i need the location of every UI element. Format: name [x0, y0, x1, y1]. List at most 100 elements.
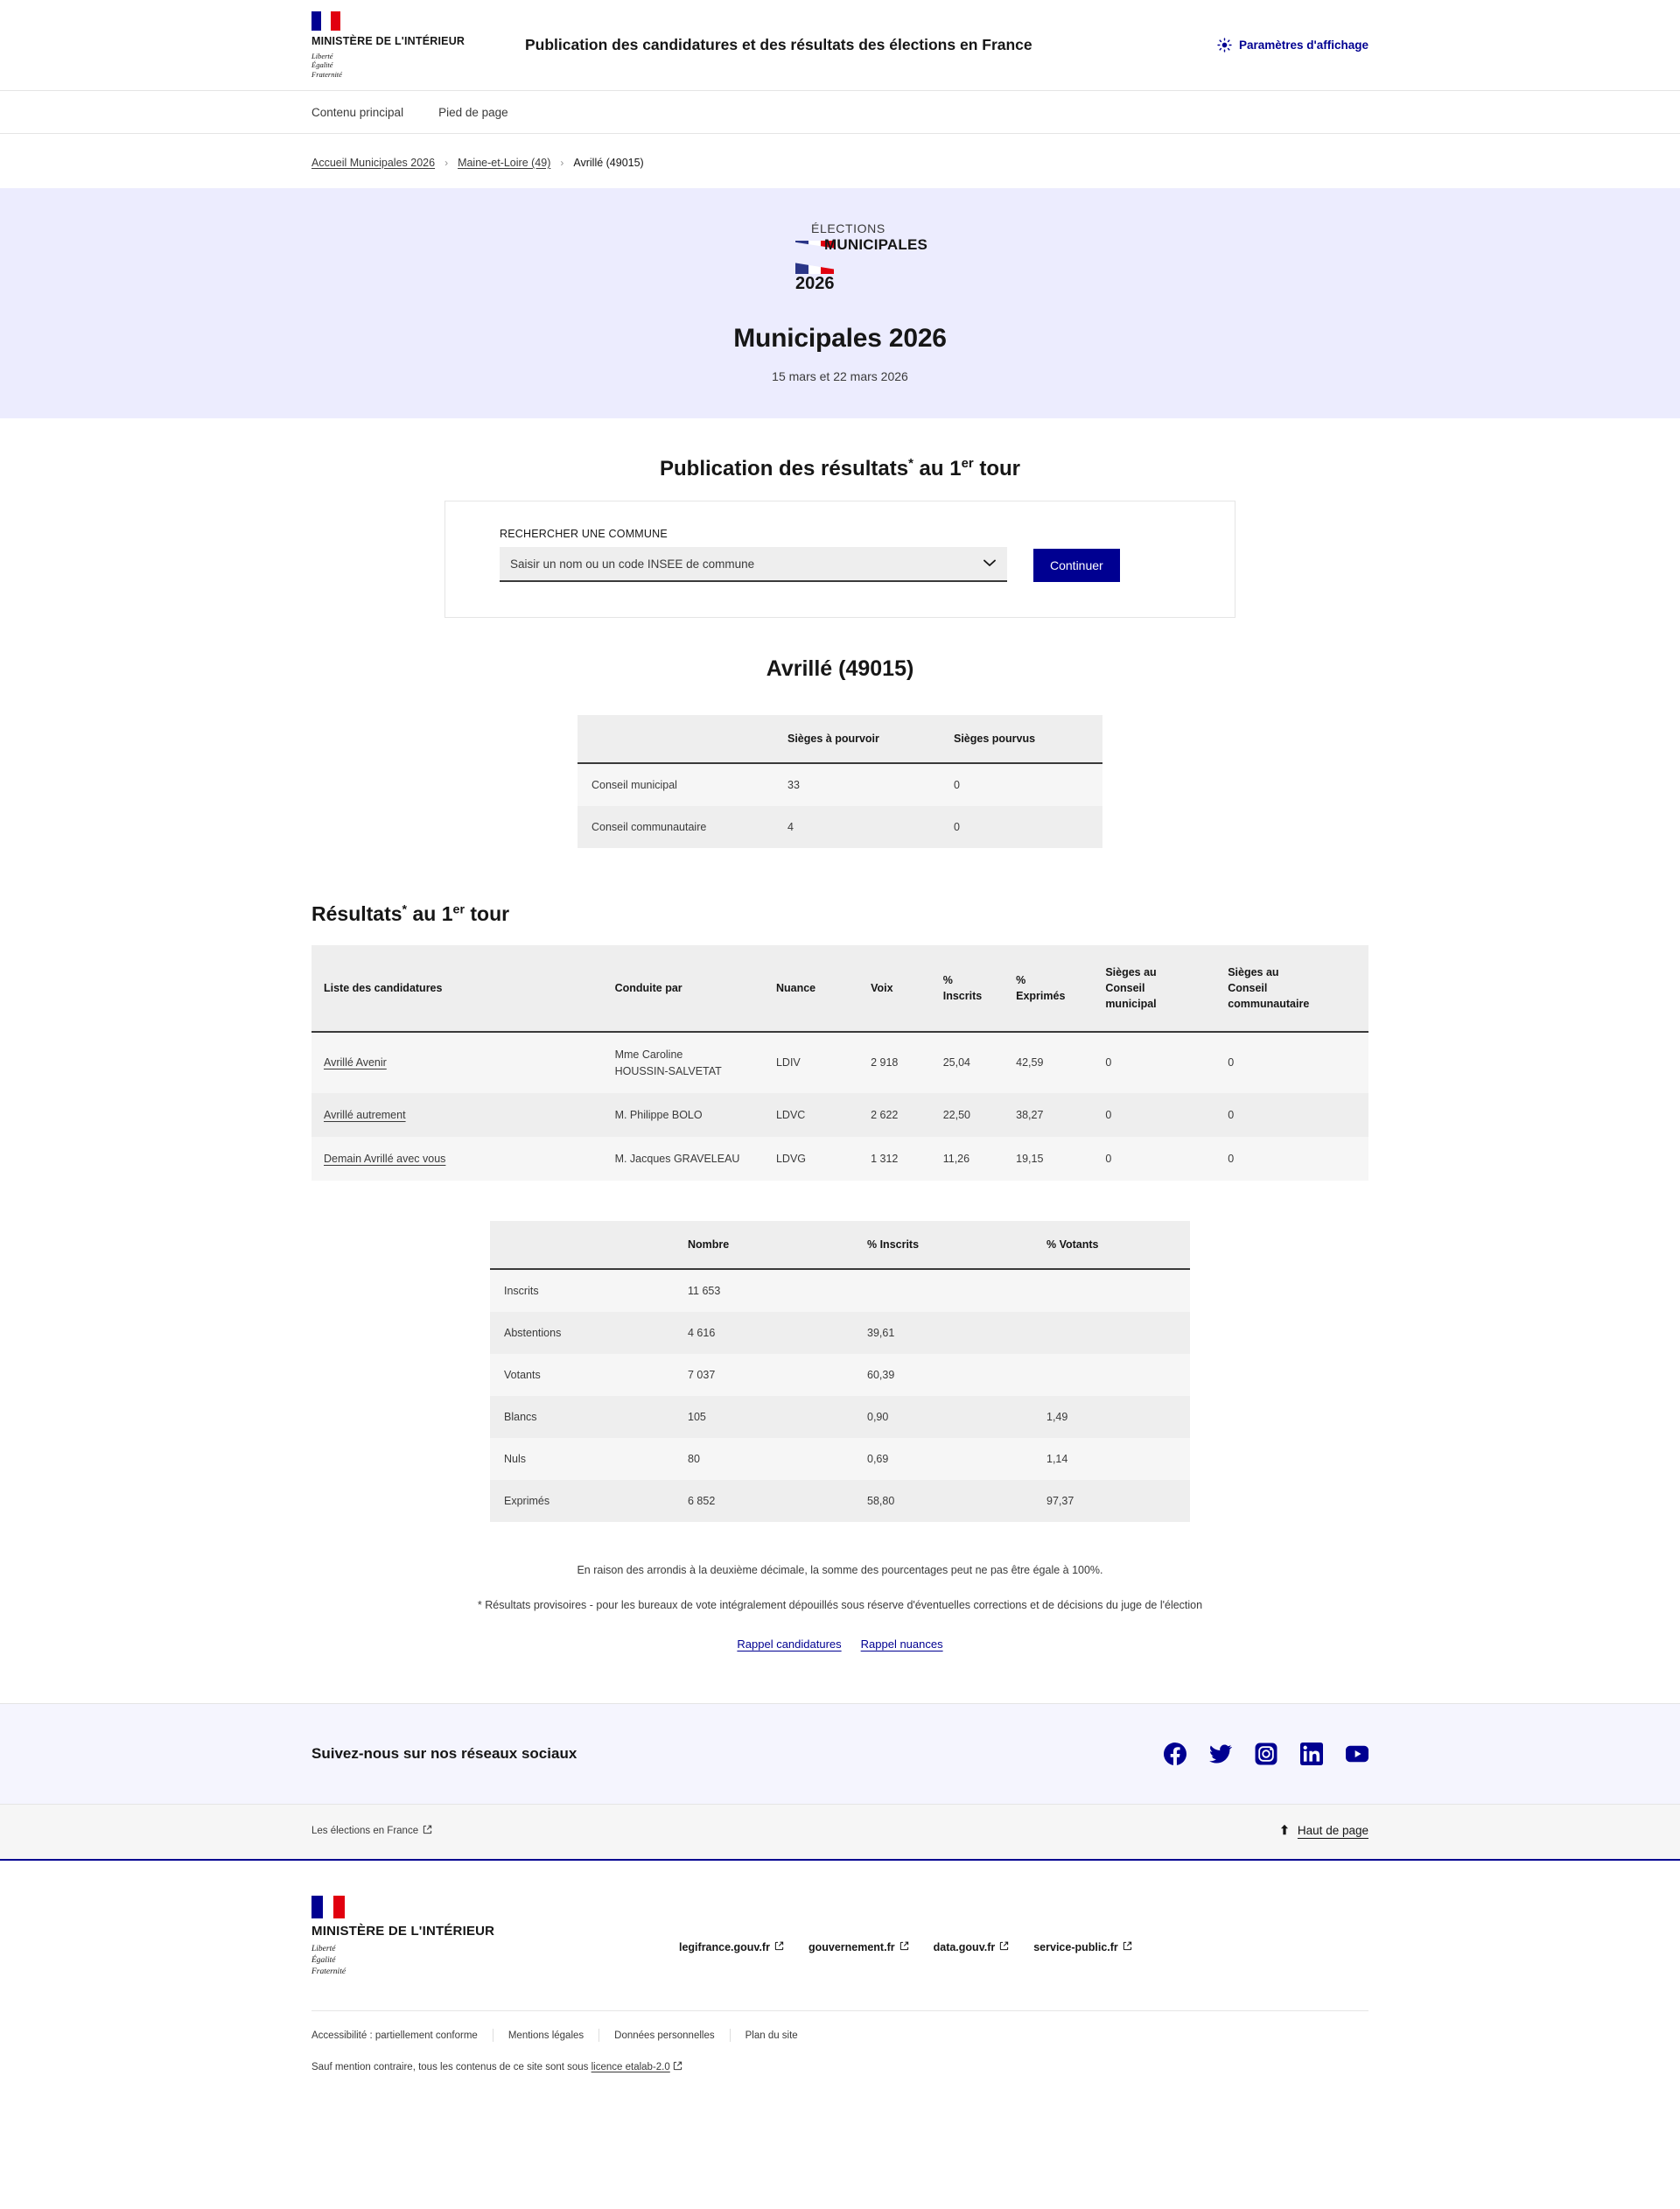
footer-link-plan-du-site[interactable]: Plan du site [745, 2030, 798, 2041]
breadcrumb-separator-icon: › [444, 157, 449, 169]
back-to-top-link[interactable]: Haut de page [1279, 1824, 1368, 1838]
breadcrumb: Accueil Municipales 2026 › Maine-et-Loir… [312, 157, 1368, 169]
page-title: Municipales 2026 [733, 324, 947, 353]
participation-label: Exprimés [504, 1494, 550, 1507]
result-nuance: LDVC [775, 1108, 806, 1121]
footer-link-datagouv[interactable]: data.gouv.fr [934, 1941, 1010, 1953]
pct-exprimes-line1: % [1016, 974, 1026, 987]
license-link[interactable]: licence etalab-2.0 [591, 2062, 670, 2073]
instagram-icon[interactable] [1255, 1743, 1278, 1765]
results-col-nuance: Nuance [775, 945, 872, 1034]
skiplink-footer[interactable]: Pied de page [438, 105, 508, 119]
french-flag-icon [312, 1895, 345, 1918]
continue-button[interactable]: Continuer [1033, 549, 1120, 582]
results-col-voix: Voix [871, 945, 943, 1034]
footer-link-legifrance[interactable]: legifrance.gouv.fr [679, 1941, 784, 1953]
sieges-municipal-line1: Sièges au [1105, 966, 1157, 978]
footer-link-service-public[interactable]: service-public.fr [1033, 1941, 1132, 1953]
reminder-links: Rappel candidatures Rappel nuances [0, 1637, 1680, 1651]
table-row: Exprimés 6 852 58,80 97,37 [490, 1479, 1190, 1522]
skiplink-main-content[interactable]: Contenu principal [312, 105, 404, 119]
footer-link-gouvernement[interactable]: gouvernement.fr [808, 1941, 909, 1953]
seats-row-a-pourvoir: 33 [788, 779, 800, 791]
french-flag-icon [312, 11, 340, 31]
breadcrumb-item-home[interactable]: Accueil Municipales 2026 [312, 157, 436, 169]
license-note-prefix: Sauf mention contraire, tous les contenu… [312, 2062, 592, 2073]
results-heading-text: Résultats [312, 902, 402, 925]
external-link-icon [999, 1941, 1009, 1953]
result-list-link[interactable]: Demain Avrillé avec vous [324, 1152, 446, 1165]
result-leader-line1: M. Philippe BOLO [614, 1108, 703, 1121]
result-pct-inscrits: 22,50 [942, 1108, 970, 1121]
footer-link-accessibility[interactable]: Accessibilité : partiellement conforme [312, 2030, 478, 2041]
display-settings-button[interactable]: Paramètres d'affichage [1217, 38, 1368, 53]
footer-link-donnees-personnelles[interactable]: Données personnelles [614, 2030, 715, 2041]
result-sieges-municipal: 0 [1105, 1108, 1112, 1121]
publication-title: Publication des résultats* au 1er tour [0, 457, 1680, 481]
hero-banner: ÉLECTIONS MUNICIPALES 2026 Municipales 2… [0, 188, 1680, 418]
breadcrumb-wrapper: Accueil Municipales 2026 › Maine-et-Loir… [0, 134, 1680, 188]
commune-select[interactable]: Saisir un nom ou un code INSEE de commun… [500, 547, 1007, 580]
results-heading-ordinal: er [452, 902, 465, 917]
participation-pct-inscrits: 58,80 [867, 1494, 895, 1507]
elections-logo: ÉLECTIONS MUNICIPALES 2026 [774, 221, 928, 300]
external-link-icon [673, 2061, 682, 2072]
participation-pct-votants: 97,37 [1046, 1494, 1074, 1507]
result-voix: 2 622 [871, 1108, 899, 1121]
seats-row-label: Conseil communautaire [592, 821, 707, 833]
publication-title-text: Publication des résultats [660, 457, 909, 480]
result-sieges-municipal: 0 [1105, 1152, 1112, 1165]
result-list-link[interactable]: Avrillé autrement [324, 1108, 406, 1121]
rappel-candidatures-link[interactable]: Rappel candidatures [737, 1637, 842, 1651]
result-pct-inscrits: 11,26 [942, 1152, 970, 1165]
divider [598, 2029, 600, 2043]
publication-title-ordinal: er [961, 457, 974, 471]
facebook-icon[interactable] [1164, 1742, 1186, 1765]
sieges-communautaire-line3: communautaire [1228, 998, 1310, 1011]
footer-partner-links: legifrance.gouv.fr gouvernement.fr [679, 1896, 1132, 1953]
divider [729, 2029, 731, 2043]
participation-pct-votants [1032, 1269, 1190, 1312]
footer-link-service-public-label: service-public.fr [1033, 1940, 1118, 1953]
elections-en-france-link[interactable]: Les élections en France [312, 1825, 432, 1837]
provisional-results-note: * Résultats provisoires - pour les burea… [477, 1598, 1203, 1611]
participation-label: Votants [504, 1368, 541, 1381]
participation-pct-inscrits: 0,69 [867, 1452, 889, 1465]
seats-row-pourvus: 0 [954, 821, 960, 833]
footer-motto-line-1: Liberté [312, 1944, 336, 1953]
result-sieges-communautaire: 0 [1228, 1108, 1235, 1121]
footer-link-gouvernement-label: gouvernement.fr [808, 1940, 895, 1953]
rappel-nuances-link[interactable]: Rappel nuances [860, 1637, 943, 1651]
youtube-icon[interactable] [1346, 1743, 1368, 1765]
result-leader-cell: Mme Caroline HOUSSIN-SALVETAT [615, 1032, 776, 1092]
result-pct-inscrits: 25,04 [942, 1056, 970, 1069]
rounding-note: En raison des arrondis à la deuxième déc… [577, 1563, 1103, 1576]
sieges-communautaire-line1: Sièges au [1228, 966, 1279, 978]
breadcrumb-item-department[interactable]: Maine-et-Loire (49) [458, 157, 551, 169]
footer-ministry-name: MINISTÈRE DE L'INTÉRIEUR [312, 1923, 495, 1939]
linkedin-icon[interactable] [1300, 1742, 1323, 1765]
result-voix: 1 312 [871, 1152, 899, 1165]
footer-motto-line-3: Fraternité [312, 1967, 346, 1976]
participation-nombre: 105 [688, 1410, 706, 1423]
logo-line-elections: ÉLECTIONS [811, 221, 886, 235]
result-sieges-municipal: 0 [1105, 1056, 1112, 1069]
results-col-sieges-municipal: Sièges au Conseil municipal [1105, 945, 1228, 1034]
seats-row-label: Conseil municipal [592, 779, 677, 791]
result-nuance: LDIV [775, 1056, 801, 1069]
table-row: Blancs 105 0,90 1,49 [490, 1395, 1190, 1438]
follow-us-title: Suivez-nous sur nos réseaux sociaux [312, 1744, 578, 1762]
twitter-icon[interactable] [1209, 1743, 1233, 1765]
footer-link-legifrance-label: legifrance.gouv.fr [679, 1940, 770, 1953]
result-list-link[interactable]: Avrillé Avenir [324, 1056, 387, 1069]
participation-pct-inscrits: 39,61 [867, 1326, 895, 1339]
commune-select-shell[interactable]: Saisir un nom ou un code INSEE de commun… [500, 547, 1007, 582]
seats-col-blank [578, 715, 774, 764]
results-heading-mid: au 1 [407, 902, 453, 925]
republic-motto: Liberté Égalité Fraternité [312, 52, 486, 80]
commune-search-label: RECHERCHER UNE COMMUNE [500, 528, 668, 540]
footer-link-mentions-legales[interactable]: Mentions légales [508, 2030, 584, 2041]
result-leader-line1: M. Jacques GRAVELEAU [614, 1152, 740, 1165]
seats-col-pourvus: Sièges pourvus [940, 715, 1102, 764]
main-content: Publication des résultats* au 1er tour R… [0, 418, 1680, 1651]
